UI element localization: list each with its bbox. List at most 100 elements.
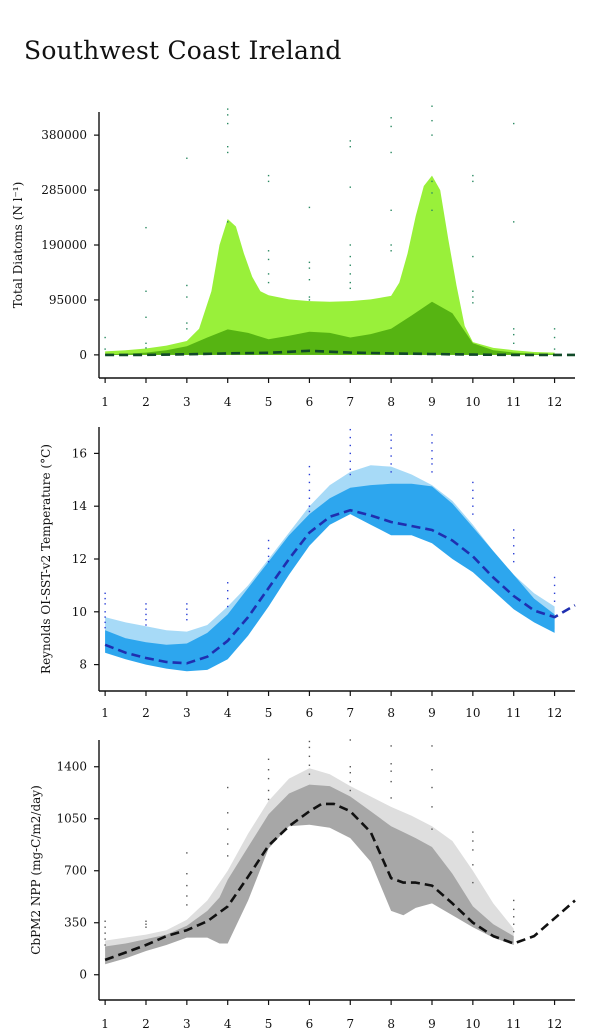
diatoms-observation-point: [349, 287, 351, 290]
sst-observation-point: [308, 473, 311, 476]
sst-observation-point: [267, 547, 270, 550]
npp-observation-point: [349, 771, 351, 774]
diatoms-observation-point: [349, 273, 351, 275]
diatoms-observation-point: [390, 151, 392, 154]
npp-y-axis-title: CbPM2 NPP (mg-C/m2/day): [29, 785, 43, 955]
sst-observation-point: [349, 436, 351, 439]
npp-observation-point: [513, 923, 515, 925]
npp-observation-point: [513, 930, 515, 933]
sst-observation-point: [513, 545, 515, 547]
diatoms-observation-point: [349, 281, 351, 284]
npp-observation-point: [104, 938, 106, 940]
diatoms-observation-point: [145, 226, 147, 229]
sst-observation-point: [227, 597, 229, 600]
npp-x-tick-label: 5: [265, 1017, 273, 1031]
npp-y-tick-label: 1400: [56, 760, 87, 774]
sst-x-tick-label: 5: [265, 706, 273, 720]
npp-observation-point: [227, 786, 229, 789]
diatoms-observation-point: [227, 151, 229, 154]
npp-x-tick-label: 7: [346, 1017, 354, 1031]
sst-observation-point: [472, 497, 474, 499]
npp-observation-point: [308, 773, 311, 775]
sst-observation-point: [349, 444, 351, 447]
diatoms-observation-point: [186, 322, 188, 324]
sst-observation-point: [227, 605, 229, 608]
npp-observation-point: [145, 920, 147, 922]
npp-observation-point: [390, 763, 392, 765]
npp-observation-point: [431, 806, 433, 808]
diatoms-observation-point: [349, 244, 351, 246]
npp-observation-point: [390, 745, 392, 747]
npp-y-tick-label: 1050: [56, 812, 87, 826]
npp-observation-point: [390, 780, 392, 783]
diatoms-observation-point: [390, 117, 392, 119]
sst-observation-point: [186, 613, 188, 616]
sst-x-tick-label: 9: [428, 706, 436, 720]
sst-observation-point: [390, 463, 392, 465]
sst-observation-point: [227, 589, 229, 592]
npp-x-tick-label: 11: [506, 1017, 521, 1031]
sst-observation-point: [104, 597, 106, 600]
diatoms-x-tick-label: 1: [101, 395, 109, 409]
npp-observation-point: [349, 739, 351, 741]
sst-observation-point: [104, 621, 106, 624]
diatoms-observation-point: [308, 261, 311, 264]
diatoms-y-tick-label: 0: [79, 348, 87, 362]
npp-observation-point: [186, 895, 188, 897]
sst-observation-point: [431, 457, 433, 460]
diatoms-observation-point: [553, 348, 556, 350]
sst-observation-point: [145, 613, 147, 616]
diatoms-chart: 1 2 3 4 5 6 7 8 9 10 11 12095000190000285000380000T…: [11, 105, 575, 409]
npp-observation-point: [186, 884, 188, 887]
sst-x-tick-label: 1: [101, 706, 109, 720]
npp-observation-point: [104, 926, 106, 928]
diatoms-x-tick-label: 10: [465, 395, 480, 409]
diatoms-observation-point: [431, 180, 433, 183]
sst-observation-point: [308, 497, 311, 499]
npp-y-tick-label: 350: [64, 916, 87, 930]
sst-observation-point: [431, 463, 433, 465]
npp-observation-point: [472, 840, 474, 842]
sst-observation-point: [308, 505, 311, 507]
npp-x-tick-label: 1: [101, 1017, 109, 1031]
npp-observation-point: [227, 812, 229, 814]
sst-observation-point: [145, 608, 147, 610]
diatoms-observation-point: [267, 258, 270, 261]
sst-observation-point: [308, 481, 311, 484]
diatoms-observation-point: [553, 336, 556, 339]
npp-observation-point: [104, 920, 106, 922]
diatoms-observation-point: [308, 299, 311, 301]
diatoms-observation-point: [349, 264, 351, 266]
diatoms-observation-point: [308, 296, 311, 298]
npp-observation-point: [431, 786, 433, 789]
sst-y-tick-label: 8: [79, 658, 87, 672]
sst-x-tick-label: 3: [183, 706, 191, 720]
sst-observation-point: [145, 624, 147, 626]
npp-observation-point: [390, 770, 392, 772]
diatoms-observation-point: [267, 180, 270, 183]
diatoms-observation-point: [472, 255, 474, 258]
sst-observation-point: [308, 489, 311, 492]
diatoms-observation-point: [390, 250, 392, 252]
diatoms-observation-point: [349, 140, 351, 142]
sst-observation-point: [267, 539, 270, 542]
diatoms-observation-point: [267, 250, 270, 252]
diatoms-observation-point: [104, 336, 106, 339]
npp-observation-point: [472, 831, 474, 833]
diatoms-observation-point: [186, 296, 188, 298]
sst-y-axis-title: Reynolds OI-SST-v2 Temperature (°C): [39, 444, 53, 674]
sst-y-tick-label: 14: [72, 499, 88, 513]
diatoms-y-tick-label: 285000: [41, 183, 87, 197]
npp-observation-point: [472, 881, 474, 884]
diatoms-observation-point: [472, 174, 474, 177]
diatoms-outer-band: [105, 175, 555, 355]
diatoms-observation-point: [431, 134, 433, 136]
sst-observation-point: [513, 537, 515, 539]
npp-observation-point: [267, 798, 270, 801]
sst-x-tick-label: 4: [224, 706, 232, 720]
diatoms-observation-point: [267, 281, 270, 284]
npp-x-tick-label: 4: [224, 1017, 232, 1031]
sst-observation-point: [349, 452, 351, 455]
npp-x-tick-label: 3: [183, 1017, 191, 1031]
